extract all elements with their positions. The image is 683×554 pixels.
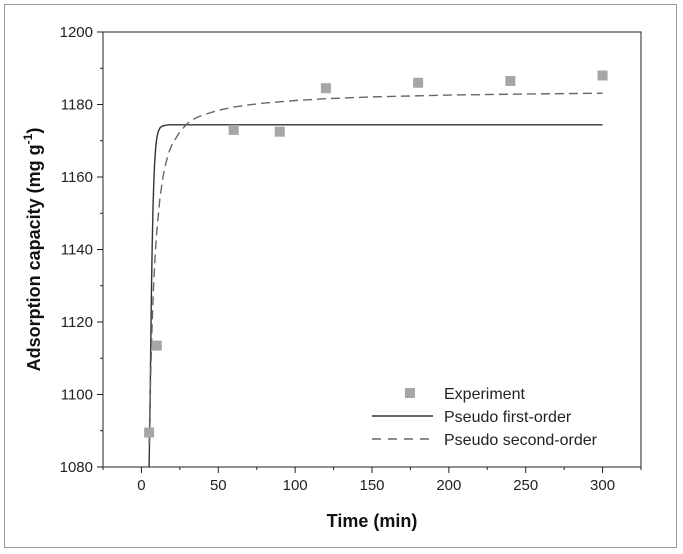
y-tick-label: 1160 [61, 169, 93, 186]
y-tick-label: 1080 [60, 459, 93, 476]
y-tick-label: 1120 [61, 314, 93, 331]
experiment-point [274, 126, 285, 137]
x-tick-label: 100 [283, 477, 308, 494]
experiment-point [505, 75, 516, 86]
y-axis-title: Adsorption capacity (mg g-1) [21, 128, 44, 372]
x-tick-label: 50 [210, 477, 227, 494]
y-axis-title-end: ) [24, 128, 44, 134]
plot-axes: 0 50 100 150 200 250 300 1080 1100 1120 1140 1160 11… [60, 24, 642, 494]
legend-label: Experiment [444, 386, 525, 403]
legend-label: Pseudo second-order [444, 432, 598, 449]
figure-frame [4, 4, 677, 548]
y-tick-label: 1100 [61, 387, 93, 404]
x-tick-label: 150 [359, 477, 384, 494]
model-curves [148, 92, 603, 467]
y-tick-label: 1180 [61, 97, 93, 114]
x-tick-label: 250 [513, 477, 538, 494]
experiment-point [597, 70, 608, 81]
y-axis-title-main: Adsorption capacity (mg g [24, 144, 44, 371]
legend: Experiment Pseudo first-order Pseudo secon… [372, 386, 598, 449]
experiment-point [413, 77, 424, 88]
experiment-point [151, 340, 162, 351]
pseudo-first-order-line [148, 124, 603, 467]
x-axis-title: Time (min) [327, 511, 418, 531]
pseudo-second-order-line [148, 92, 603, 446]
experiment-point [144, 427, 155, 438]
y-tick-label: 1200 [60, 24, 93, 41]
legend-swatch-experiment [405, 388, 415, 398]
experiment-point [228, 124, 239, 135]
x-tick-label: 300 [590, 477, 615, 494]
x-tick-label: 200 [436, 477, 461, 494]
experiment-markers [144, 70, 608, 438]
experiment-point [320, 83, 331, 94]
x-tick-label: 0 [137, 477, 145, 494]
y-tick-label: 1140 [61, 242, 93, 259]
y-axis-title-superscript: -1 [21, 133, 35, 144]
plot-area-border [102, 31, 642, 468]
legend-label: Pseudo first-order [444, 409, 572, 426]
